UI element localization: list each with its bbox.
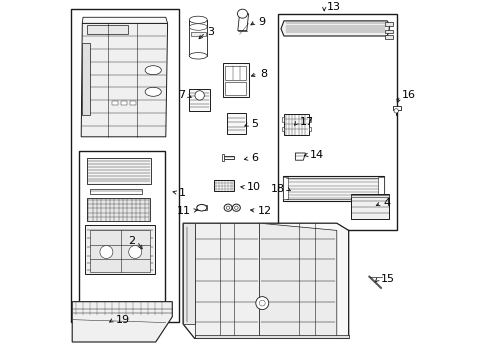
- Bar: [79, 151, 165, 315]
- Ellipse shape: [189, 53, 207, 59]
- Text: 8: 8: [260, 69, 267, 79]
- Polygon shape: [351, 194, 389, 219]
- Bar: [378, 177, 384, 199]
- Circle shape: [259, 300, 265, 306]
- Polygon shape: [82, 43, 90, 115]
- Ellipse shape: [145, 66, 161, 75]
- Ellipse shape: [238, 9, 247, 18]
- Polygon shape: [195, 223, 259, 338]
- Polygon shape: [259, 223, 337, 338]
- Bar: [309, 117, 311, 122]
- Polygon shape: [87, 158, 151, 184]
- Text: 6: 6: [251, 153, 258, 163]
- Polygon shape: [385, 22, 392, 26]
- Text: 1: 1: [179, 188, 186, 198]
- Polygon shape: [82, 17, 168, 23]
- Polygon shape: [90, 189, 143, 194]
- Circle shape: [394, 109, 398, 113]
- Bar: [72, 9, 179, 322]
- Ellipse shape: [189, 24, 207, 30]
- Polygon shape: [221, 154, 224, 161]
- Bar: [130, 101, 136, 105]
- Polygon shape: [281, 21, 390, 36]
- Bar: [282, 117, 284, 122]
- Polygon shape: [87, 25, 128, 34]
- Polygon shape: [197, 205, 207, 210]
- Polygon shape: [224, 156, 234, 159]
- Polygon shape: [393, 106, 400, 110]
- Text: 10: 10: [247, 182, 261, 192]
- Bar: [225, 82, 246, 95]
- Circle shape: [100, 246, 113, 258]
- Text: 9: 9: [258, 17, 265, 27]
- Ellipse shape: [145, 87, 161, 96]
- Bar: [215, 180, 234, 191]
- Polygon shape: [295, 153, 305, 160]
- Bar: [121, 101, 127, 105]
- Bar: [283, 177, 288, 199]
- Ellipse shape: [189, 16, 207, 23]
- Polygon shape: [90, 230, 149, 272]
- Polygon shape: [283, 176, 384, 201]
- Text: 4: 4: [383, 198, 391, 208]
- Polygon shape: [351, 195, 389, 197]
- Bar: [227, 113, 245, 134]
- Bar: [284, 114, 309, 135]
- Ellipse shape: [232, 204, 240, 211]
- Text: 2: 2: [128, 236, 135, 246]
- Text: 11: 11: [176, 206, 191, 216]
- Bar: [278, 14, 397, 230]
- Text: 12: 12: [258, 206, 272, 216]
- Polygon shape: [385, 35, 392, 39]
- Text: 13: 13: [326, 2, 341, 12]
- Ellipse shape: [224, 204, 232, 211]
- Polygon shape: [72, 302, 172, 342]
- Polygon shape: [238, 14, 248, 31]
- Circle shape: [129, 246, 142, 258]
- Bar: [189, 89, 210, 111]
- Polygon shape: [81, 23, 168, 137]
- Text: 3: 3: [208, 27, 215, 37]
- Text: 7: 7: [178, 90, 185, 100]
- Bar: [282, 127, 284, 131]
- Polygon shape: [195, 335, 349, 338]
- Text: 15: 15: [380, 274, 394, 284]
- Text: 18: 18: [271, 184, 285, 194]
- Text: 19: 19: [116, 315, 130, 325]
- Bar: [112, 101, 118, 105]
- Circle shape: [195, 91, 204, 100]
- Polygon shape: [183, 223, 349, 338]
- Polygon shape: [189, 20, 207, 27]
- Polygon shape: [385, 30, 392, 33]
- Ellipse shape: [226, 206, 230, 209]
- Text: 14: 14: [310, 150, 324, 160]
- Bar: [309, 127, 311, 131]
- Polygon shape: [191, 32, 206, 36]
- Circle shape: [256, 297, 269, 310]
- Polygon shape: [85, 225, 155, 274]
- Text: 17: 17: [299, 117, 314, 127]
- Polygon shape: [183, 223, 195, 324]
- Ellipse shape: [197, 204, 207, 211]
- Polygon shape: [87, 198, 149, 221]
- Text: 16: 16: [402, 90, 416, 100]
- Bar: [222, 63, 248, 97]
- Text: 5: 5: [251, 119, 258, 129]
- Ellipse shape: [235, 206, 238, 209]
- Bar: [225, 66, 246, 80]
